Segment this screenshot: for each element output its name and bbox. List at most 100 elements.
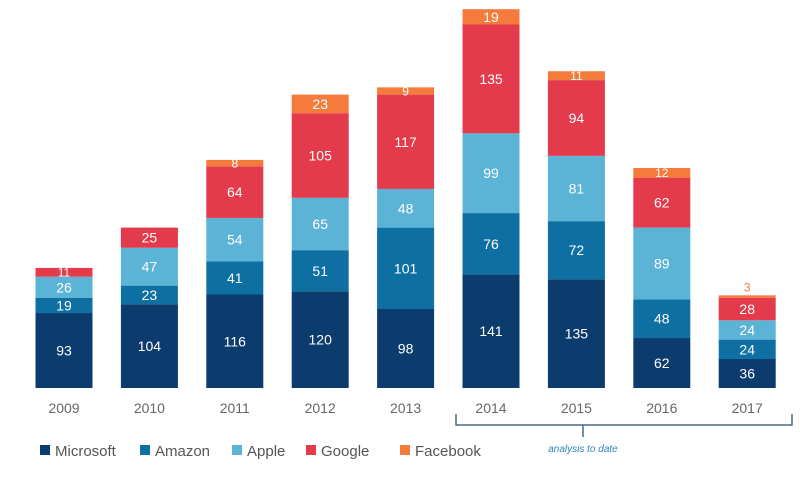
legend-label-amazon: Amazon — [155, 443, 210, 460]
bar-apple-2015 — [547, 155, 605, 222]
data-label: 11 — [58, 266, 71, 280]
data-label: 62 — [654, 355, 670, 371]
bar-amazon-2016 — [633, 299, 691, 339]
bar-apple-2009 — [35, 276, 93, 298]
x-tick-label: 2013 — [390, 400, 421, 416]
bar-amazon-2015 — [547, 221, 605, 280]
data-label: 12 — [655, 166, 669, 180]
x-tick-label: 2012 — [305, 400, 336, 416]
legend-label-microsoft: Microsoft — [55, 443, 117, 460]
bar-microsoft-2013 — [377, 309, 435, 388]
bar-amazon-2017 — [718, 339, 776, 359]
bar-apple-2017 — [718, 320, 776, 340]
data-label: 104 — [138, 338, 162, 354]
legend-label-google: Google — [321, 443, 369, 460]
data-label: 135 — [479, 71, 503, 87]
bar-facebook-2016 — [633, 167, 691, 178]
data-label: 65 — [312, 216, 328, 232]
data-label: 41 — [227, 270, 243, 286]
x-tick-label: 2017 — [732, 400, 763, 416]
data-label: 23 — [142, 287, 158, 303]
bar-microsoft-2012 — [291, 291, 349, 388]
bar-amazon-2009 — [35, 297, 93, 314]
annotation-text: analysis to date — [548, 444, 618, 455]
data-label: 135 — [565, 326, 589, 342]
bar-facebook-2013 — [377, 87, 435, 95]
legend-label-apple: Apple — [247, 443, 285, 460]
data-label: 28 — [739, 301, 755, 317]
bar-google-2009 — [35, 267, 93, 277]
bar-apple-2016 — [633, 227, 691, 300]
data-label: 9 — [402, 84, 409, 98]
bar-amazon-2010 — [120, 285, 178, 305]
legend: Microsoft Amazon Apple Google Facebook — [40, 443, 481, 460]
legend-swatch-apple — [232, 445, 242, 455]
data-label: 11 — [570, 69, 583, 83]
data-label: 120 — [309, 332, 333, 348]
data-label: 8 — [231, 156, 238, 170]
bar-microsoft-2016 — [633, 338, 691, 388]
data-label: 101 — [394, 260, 418, 276]
data-label: 93 — [56, 343, 72, 359]
data-label: 25 — [142, 230, 158, 246]
data-label: 48 — [654, 311, 670, 327]
data-label: 99 — [483, 165, 499, 181]
data-label: 141 — [479, 323, 503, 339]
data-label: 89 — [654, 256, 670, 272]
bar-microsoft-2009 — [35, 313, 93, 388]
bar-apple-2010 — [120, 247, 178, 286]
bar-amazon-2014 — [462, 213, 520, 275]
data-label: 76 — [483, 236, 499, 252]
bar-microsoft-2010 — [120, 304, 178, 388]
data-label: 51 — [312, 263, 328, 279]
data-label: 117 — [394, 134, 417, 150]
bar-google-2014 — [462, 24, 520, 134]
bar-facebook-2011 — [206, 159, 264, 167]
data-label: 19 — [56, 297, 72, 313]
data-label: 24 — [739, 341, 755, 357]
bar-amazon-2013 — [377, 227, 435, 310]
bar-google-2012 — [291, 113, 349, 198]
data-label: 47 — [142, 259, 158, 275]
x-tick-label: 2016 — [646, 400, 677, 416]
bar-apple-2011 — [206, 217, 264, 262]
data-label: 19 — [483, 9, 499, 25]
data-label: 105 — [309, 148, 333, 164]
bar-apple-2013 — [377, 188, 435, 228]
analysis-bracket: analysis to date — [455, 414, 793, 455]
bar-apple-2012 — [291, 197, 349, 251]
bar-microsoft-2015 — [547, 279, 605, 388]
data-label: 36 — [739, 366, 755, 382]
bar-google-2010 — [120, 227, 178, 248]
bar-google-2016 — [633, 177, 691, 228]
data-label: 64 — [227, 184, 243, 200]
data-label: 62 — [654, 195, 670, 211]
data-label: 98 — [398, 341, 414, 357]
x-tick-label: 2011 — [220, 400, 250, 416]
data-label: 48 — [398, 200, 414, 216]
data-label: 54 — [227, 232, 243, 248]
legend-swatch-microsoft — [40, 445, 50, 455]
bar-apple-2014 — [462, 133, 520, 214]
bar-microsoft-2011 — [206, 294, 264, 388]
legend-swatch-google — [306, 445, 316, 455]
data-label: 24 — [739, 322, 755, 338]
data-label: 3 — [744, 280, 751, 294]
bar-facebook-2012 — [291, 94, 349, 114]
bar-facebook-2017 — [718, 295, 776, 298]
bar-google-2013 — [377, 94, 435, 189]
data-label: 72 — [569, 242, 585, 258]
bar-google-2015 — [547, 80, 605, 156]
legend-label-facebook: Facebook — [415, 443, 481, 460]
data-label: 81 — [569, 181, 585, 197]
x-tick-label: 2009 — [48, 400, 79, 416]
bar-google-2017 — [718, 297, 776, 321]
bar-microsoft-2017 — [718, 358, 776, 388]
x-tick-label: 2014 — [475, 400, 506, 416]
bar-facebook-2015 — [547, 71, 605, 81]
bar-microsoft-2014 — [462, 274, 520, 388]
data-label: 23 — [312, 96, 328, 112]
data-label: 116 — [224, 333, 247, 349]
x-tick-label: 2010 — [134, 400, 165, 416]
